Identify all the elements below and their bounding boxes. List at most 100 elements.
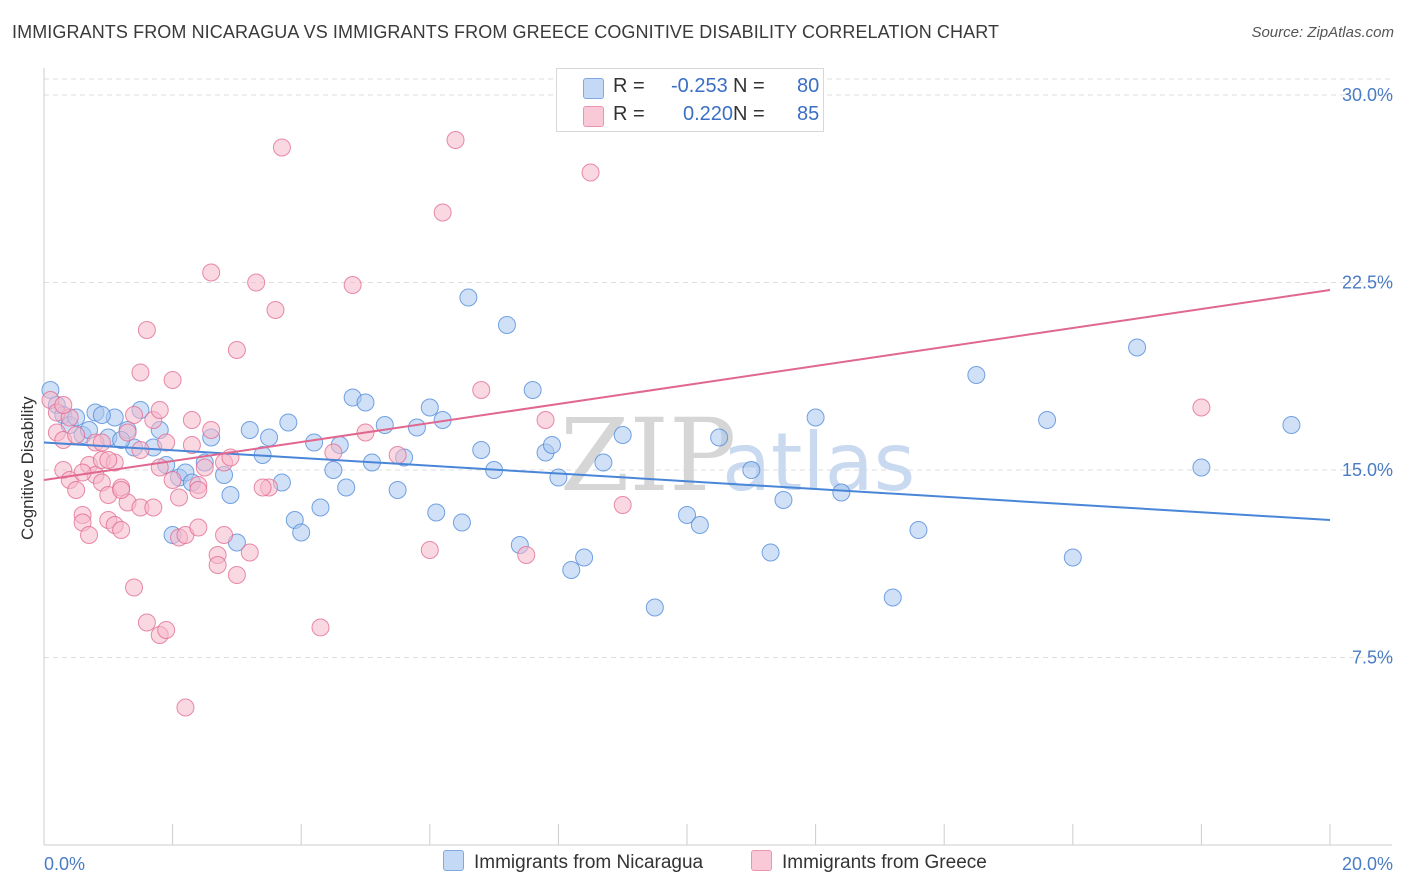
point-nicaragua <box>690 516 709 534</box>
point-nicaragua <box>221 486 240 504</box>
x-tick-label: 0.0% <box>44 854 85 874</box>
point-nicaragua <box>645 598 664 617</box>
watermark-zip: ZIP <box>560 397 736 514</box>
point-greece <box>324 443 343 462</box>
point-nicaragua <box>742 461 761 479</box>
point-greece <box>202 263 221 282</box>
legend-r-value: -0.253 <box>671 75 728 97</box>
point-nicaragua <box>806 408 825 427</box>
point-nicaragua <box>562 561 581 579</box>
point-greece <box>311 618 330 637</box>
point-nicaragua <box>292 523 311 542</box>
point-nicaragua <box>1063 548 1082 567</box>
axes <box>43 68 1392 846</box>
legend-r-label: R = <box>613 103 645 125</box>
point-nicaragua <box>1038 411 1057 429</box>
point-greece <box>67 426 86 444</box>
point-nicaragua <box>407 418 426 437</box>
point-nicaragua <box>594 453 613 472</box>
point-nicaragua <box>774 491 793 509</box>
tick-labels: 7.5% 15.0% 22.5% 30.0% 0.0% 20.0% <box>44 85 1393 874</box>
point-nicaragua <box>92 406 111 424</box>
point-nicaragua <box>710 428 729 447</box>
point-nicaragua <box>240 421 259 439</box>
point-nicaragua <box>305 433 324 452</box>
y-tick-label: 15.0% <box>1342 460 1393 480</box>
point-nicaragua <box>420 398 439 417</box>
watermark: ZIP atlas <box>560 397 915 514</box>
point-nicaragua <box>549 468 568 487</box>
legend-r-value: 0.220 <box>683 103 734 125</box>
point-greece <box>517 546 536 564</box>
stats-legend: R = -0.253 N = 80 R = 0.220 N = 85 <box>556 68 824 132</box>
bottom-legend-greece: Immigrants from Greece <box>751 850 987 874</box>
point-greece <box>472 381 491 399</box>
point-nicaragua <box>388 481 407 499</box>
point-nicaragua <box>1192 458 1211 477</box>
point-nicaragua <box>279 413 298 432</box>
bottom-swatch-greece <box>751 850 772 871</box>
point-nicaragua <box>459 288 478 307</box>
point-greece <box>163 471 182 489</box>
point-greece <box>137 613 156 632</box>
point-greece <box>182 411 201 429</box>
bottom-legend-nicaragua: Immigrants from Nicaragua <box>443 850 703 874</box>
point-greece <box>240 543 259 562</box>
point-greece <box>176 698 195 717</box>
point-nicaragua <box>761 543 780 562</box>
y-tick-label: 30.0% <box>1342 85 1393 105</box>
point-nicaragua <box>967 366 986 384</box>
point-nicaragua <box>427 503 446 522</box>
legend-n-value: 85 <box>797 103 820 125</box>
point-nicaragua <box>260 428 279 447</box>
point-greece <box>227 566 246 584</box>
point-greece <box>112 521 131 539</box>
legend-swatch-nicaragua <box>583 78 604 99</box>
point-greece <box>189 518 208 537</box>
bottom-legend-label: Immigrants from Nicaragua <box>474 852 704 873</box>
point-greece <box>189 481 208 499</box>
point-greece <box>253 478 272 497</box>
point-greece <box>195 458 214 477</box>
point-nicaragua <box>356 393 375 412</box>
trend-lines <box>43 289 1331 521</box>
point-greece <box>182 436 201 454</box>
point-greece <box>150 401 169 419</box>
point-nicaragua <box>678 506 696 524</box>
point-greece <box>125 578 144 597</box>
legend-n-label: N = <box>733 103 765 125</box>
point-nicaragua <box>523 381 542 399</box>
point-nicaragua <box>1282 416 1301 434</box>
point-greece <box>446 131 465 149</box>
chart-title: IMMIGRANTS FROM NICARAGUA VS IMMIGRANTS … <box>12 22 1000 42</box>
point-greece <box>157 621 176 639</box>
x-tick-label: 20.0% <box>1342 854 1393 874</box>
legend-n-label: N = <box>733 75 765 97</box>
point-greece <box>272 138 291 157</box>
trend-line-greece <box>43 289 1331 481</box>
point-nicaragua <box>883 588 902 607</box>
point-greece <box>125 406 144 424</box>
point-nicaragua <box>613 426 632 444</box>
point-greece <box>215 526 234 544</box>
point-nicaragua <box>497 316 516 334</box>
point-greece <box>343 276 362 294</box>
point-greece <box>208 556 227 574</box>
point-greece <box>137 321 156 339</box>
point-greece <box>131 363 150 382</box>
point-nicaragua <box>542 436 561 454</box>
point-greece <box>112 481 131 499</box>
bottom-legend-label: Immigrants from Greece <box>782 852 987 873</box>
point-greece <box>144 498 163 517</box>
point-greece <box>157 433 176 452</box>
point-greece <box>266 301 285 319</box>
point-greece <box>92 433 111 452</box>
point-greece <box>170 488 189 507</box>
point-greece <box>227 341 246 359</box>
point-greece <box>1192 398 1211 417</box>
point-nicaragua <box>472 441 491 459</box>
point-greece <box>118 423 137 442</box>
point-nicaragua <box>575 548 594 567</box>
point-greece <box>202 421 221 439</box>
